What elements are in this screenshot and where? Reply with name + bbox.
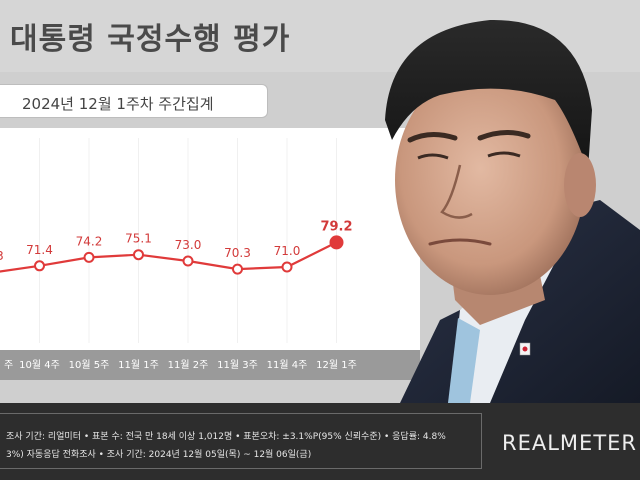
hair-shape [385,19,592,171]
x-tick-label: 11월 4주 [267,359,308,371]
data-point-negative [182,255,194,267]
value-label-negative: 71.4 [26,243,53,257]
approval-line-chart: .371.474.275.173.070.371.079.2.124.622.4… [0,128,420,380]
value-label-negative: 71.0 [274,244,301,258]
face-shape [395,65,585,295]
series-line-negative [0,241,337,273]
x-tick-label: 12월 1주 [316,359,357,371]
data-point-negative [133,249,144,261]
ear-shape [564,153,596,217]
president-photo [385,19,640,403]
x-tick-label: 11월 3주 [217,359,258,371]
x-tick-label: 주 [4,360,13,371]
face-features [407,130,531,246]
survey-info-line-1: 조사 기간: 리얼미터 • 표본 수: 전국 만 18세 이상 1,012명 •… [6,432,446,442]
data-point-negative [281,261,293,273]
tie-shape [448,318,480,403]
survey-info-box [0,413,482,469]
x-tick-label: 11월 1주 [118,359,159,371]
data-point-negative [83,251,95,263]
chart-subtitle: 2024년 12월 1주차 주간집계 [22,95,214,113]
x-tick-label: 10월 5주 [69,359,110,371]
footer: 조사 기간: 리얼미터 • 표본 수: 전국 만 18세 이상 1,012명 •… [0,403,640,480]
value-label-negative: 79.2 [320,219,352,234]
data-point-negative [232,263,243,275]
x-axis-band [0,350,420,380]
data-point-negative [34,260,45,272]
brand-logo: REALMETER [502,431,637,455]
value-label-negative: 73.0 [175,238,202,252]
x-tick-label: 11월 2주 [168,359,209,371]
data-point-negative [329,235,344,250]
value-label-negative: 70.3 [224,246,251,260]
survey-info-line-2: 3%) 자동응답 전화조사 • 조사 기간: 2024년 12월 05일(목) … [6,450,312,460]
lapel-pin-icon [519,342,531,356]
x-tick-label: 10월 4주 [19,359,60,371]
page-title: 대통령 국정수행 평가 [10,22,291,57]
chart-panel [0,128,420,350]
value-label-negative: 74.2 [76,234,103,248]
value-label-negative: 75.1 [125,232,152,246]
subtitle-pill: 2024년 12월 1주차 주간집계 [0,84,268,118]
value-label-negative: .3 [0,249,4,263]
